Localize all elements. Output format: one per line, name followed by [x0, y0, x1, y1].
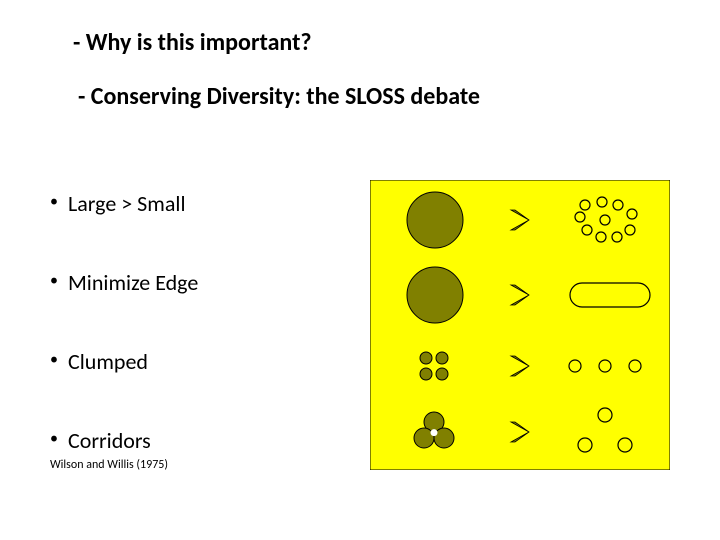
heading-conserving-diversity: - Conserving Diversity: the SLOSS debate	[78, 82, 480, 111]
bullet-large-small: Large > Small	[50, 190, 350, 217]
sloss-diagram	[370, 180, 670, 470]
bullet-minimize-edge: Minimize Edge	[50, 269, 350, 296]
heading-why-important: - Why is this important?	[73, 28, 312, 57]
bullet-corridors: Corridors	[50, 427, 350, 454]
citation: Wilson and Willis (1975)	[50, 458, 168, 472]
bullet-clumped: Clumped	[50, 348, 350, 375]
slide: - Why is this important? - Conserving Di…	[0, 0, 720, 540]
